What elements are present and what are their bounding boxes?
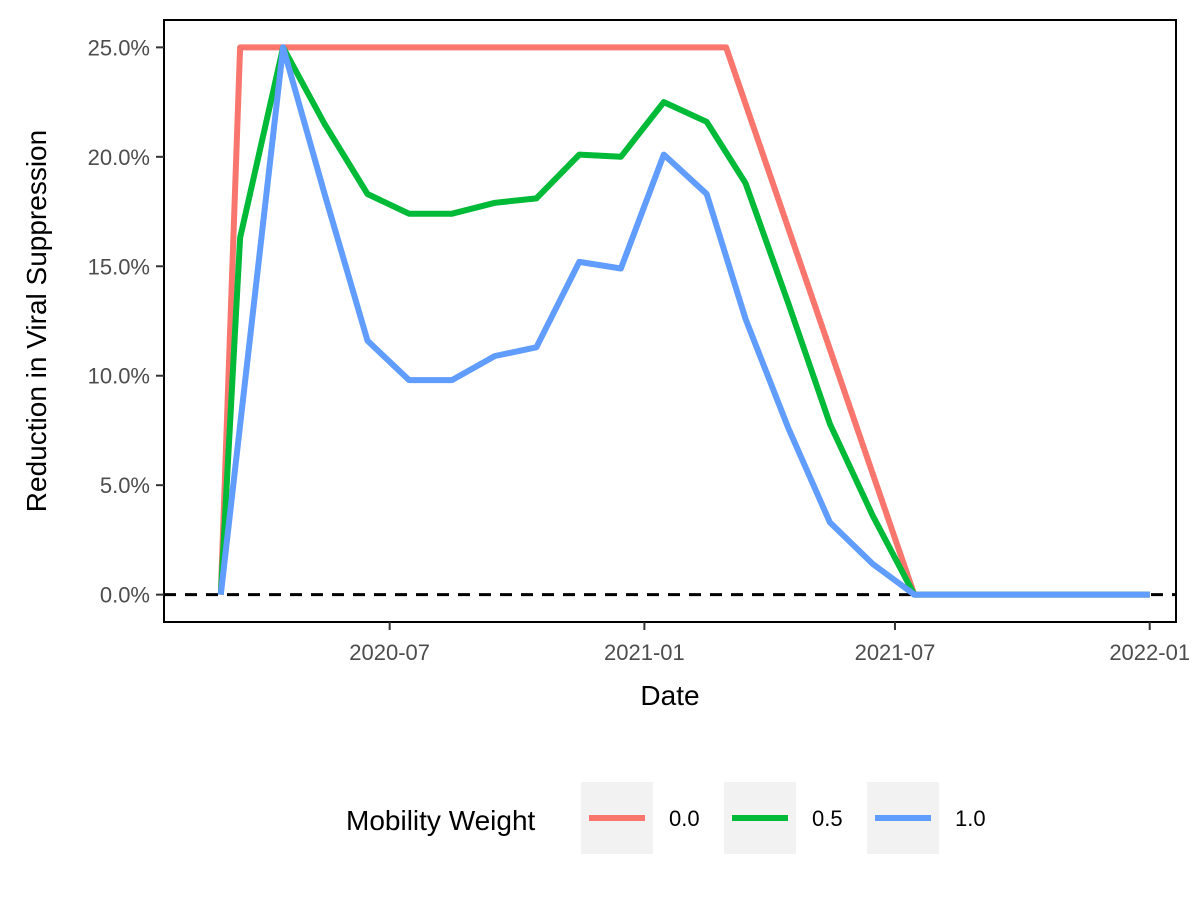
legend-label: 0.0 — [669, 806, 700, 831]
plot-panel-border — [163, 19, 1177, 623]
x-tick-label: 2020-07 — [349, 640, 430, 665]
axes: 0.0% 5.0% 10.0% 15.0% 20.0% 25.0% 2020-07 2021-… — [88, 35, 1190, 665]
y-tick-label: 10.0% — [88, 364, 150, 389]
series-layer — [164, 44, 1176, 598]
legend-label: 1.0 — [955, 806, 986, 831]
y-tick-label: 0.0% — [100, 583, 150, 608]
legend-title: Mobility Weight — [346, 805, 536, 836]
legend-label: 0.5 — [812, 806, 843, 831]
y-tick-label: 25.0% — [88, 35, 150, 60]
y-axis-title: Reduction in Viral Suppression — [21, 130, 52, 512]
series-line-1-0 — [217, 44, 1150, 598]
x-axis-title: Date — [640, 680, 699, 711]
legend: Mobility Weight 0.0 0.5 1.0 — [346, 782, 986, 854]
series-line-0-5 — [217, 44, 1150, 598]
x-tick-label: 2021-01 — [604, 640, 685, 665]
x-tick-label: 2021-07 — [855, 640, 936, 665]
x-tick-label: 2022-01 — [1109, 640, 1190, 665]
y-tick-label: 20.0% — [88, 145, 150, 170]
series-line-0-0 — [217, 44, 1150, 598]
y-tick-label: 15.0% — [88, 254, 150, 279]
y-tick-label: 5.0% — [100, 473, 150, 498]
